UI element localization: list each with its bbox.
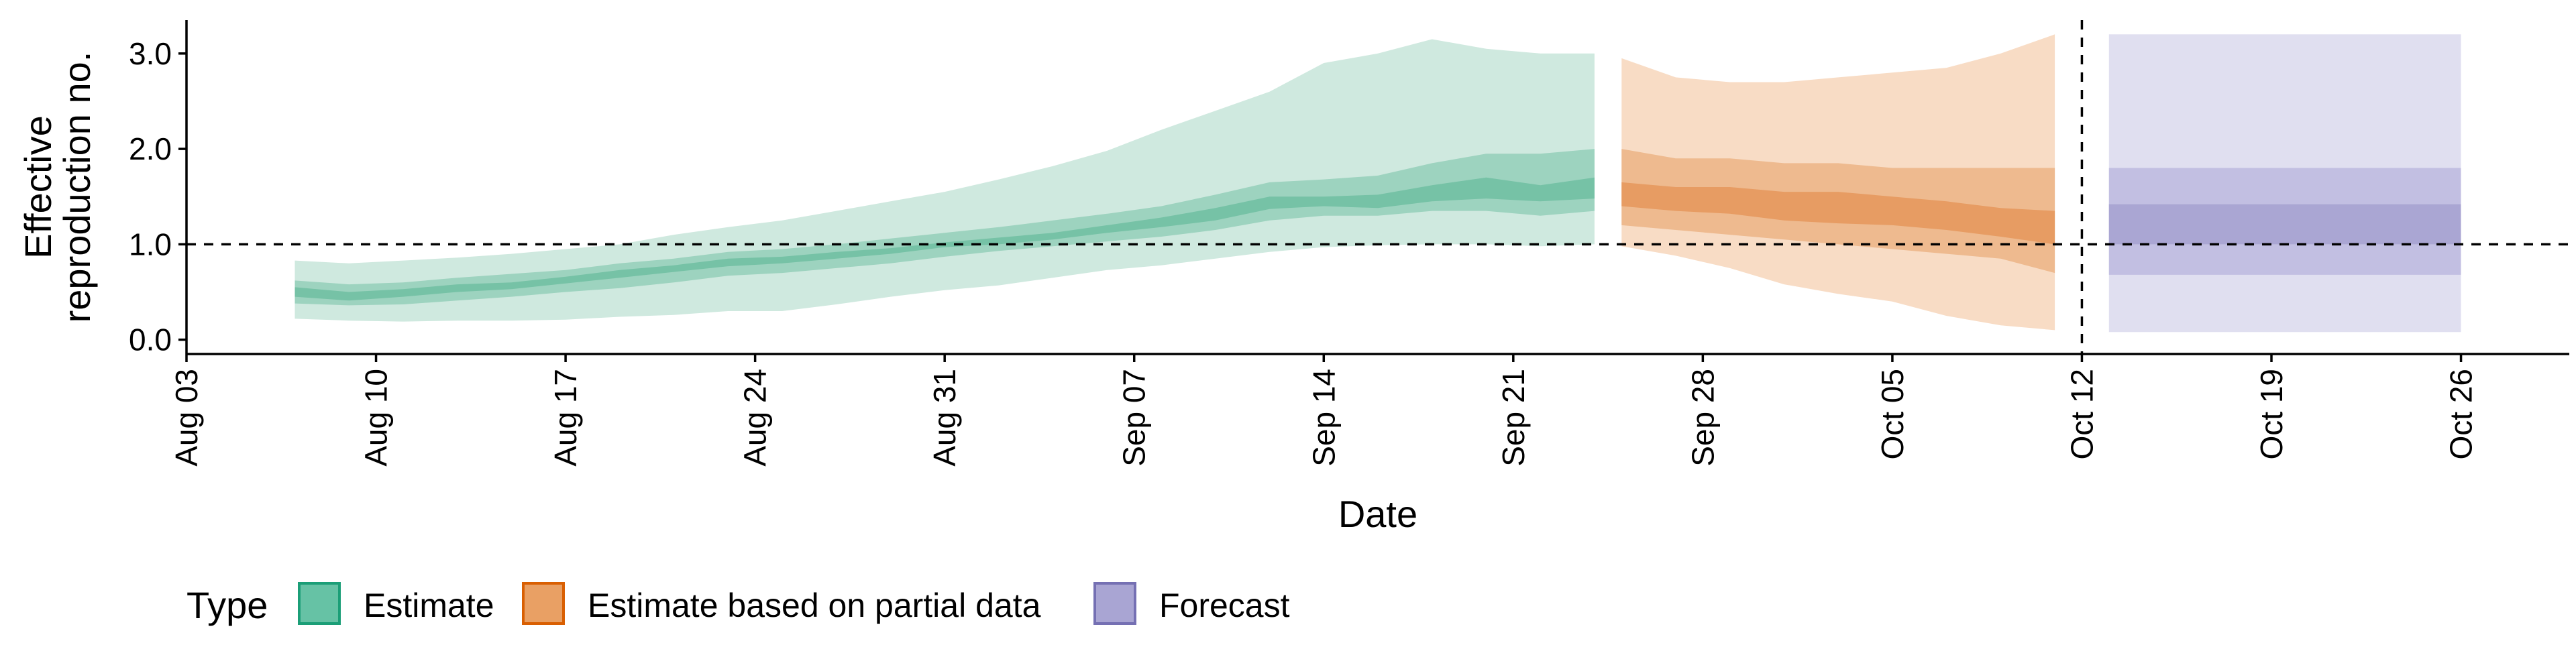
reference-lines: [186, 20, 2569, 354]
x-tick-label: Sep 28: [1685, 369, 1720, 467]
legend-label: Estimate based on partial data: [588, 587, 1041, 624]
ci20-band: [294, 177, 1595, 301]
x-tick-label: Aug 10: [359, 369, 394, 467]
x-tick-label: Oct 12: [2065, 369, 2100, 460]
legend-swatch: [522, 582, 565, 625]
legend-swatch: [1093, 582, 1136, 625]
bands-layer: [294, 34, 2461, 333]
x-tick-label: Aug 24: [738, 369, 773, 467]
x-tick-label: Oct 26: [2444, 369, 2479, 460]
x-tick-label: Aug 03: [169, 369, 204, 467]
x-tick-label: Sep 21: [1496, 369, 1531, 467]
legend-item: Forecast: [1093, 582, 1290, 625]
y-tick-label: 0.0: [129, 322, 172, 357]
ci50-band: [294, 149, 1595, 306]
y-tick-label: 2.0: [129, 131, 172, 166]
axes: 0.0 1.0 2.0 3.0 Aug 03 Aug 10 Aug 17 Aug 24 Aug …: [17, 20, 2569, 535]
x-tick-label: Aug 31: [927, 369, 962, 467]
legend: Type Estimate Estimate based on partial da…: [186, 582, 1290, 626]
legend-label: Estimate: [364, 587, 494, 624]
y-axis-title-line: reproduction no.: [56, 52, 98, 323]
y-axis-title: Effectivereproduction no.: [17, 52, 98, 323]
legend-item: Estimate: [298, 582, 494, 625]
series-estimate: [294, 39, 1595, 322]
legend-title: Type: [186, 584, 268, 626]
x-tick-label: Oct 19: [2254, 369, 2289, 460]
ci90-band: [294, 39, 1595, 322]
x-axis-title: Date: [1338, 493, 1417, 535]
y-axis-title-line: Effective: [17, 115, 59, 259]
ci20-band: [1621, 182, 2055, 245]
y-tick-label: 3.0: [129, 36, 172, 71]
y-tick-label: 1.0: [129, 227, 172, 261]
series-forecast: [2108, 34, 2461, 333]
x-tick-label: Sep 14: [1306, 369, 1341, 467]
x-tick-label: Aug 17: [548, 369, 583, 467]
x-tick-label: Oct 05: [1875, 369, 1910, 460]
x-tick-label: Sep 07: [1117, 369, 1152, 467]
legend-swatch: [298, 582, 341, 625]
legend-item: Estimate based on partial data: [522, 582, 1041, 625]
legend-label: Forecast: [1159, 587, 1290, 624]
series-estimate-based-on-partial-data: [1621, 34, 2055, 331]
ci20-band: [2108, 204, 2461, 245]
